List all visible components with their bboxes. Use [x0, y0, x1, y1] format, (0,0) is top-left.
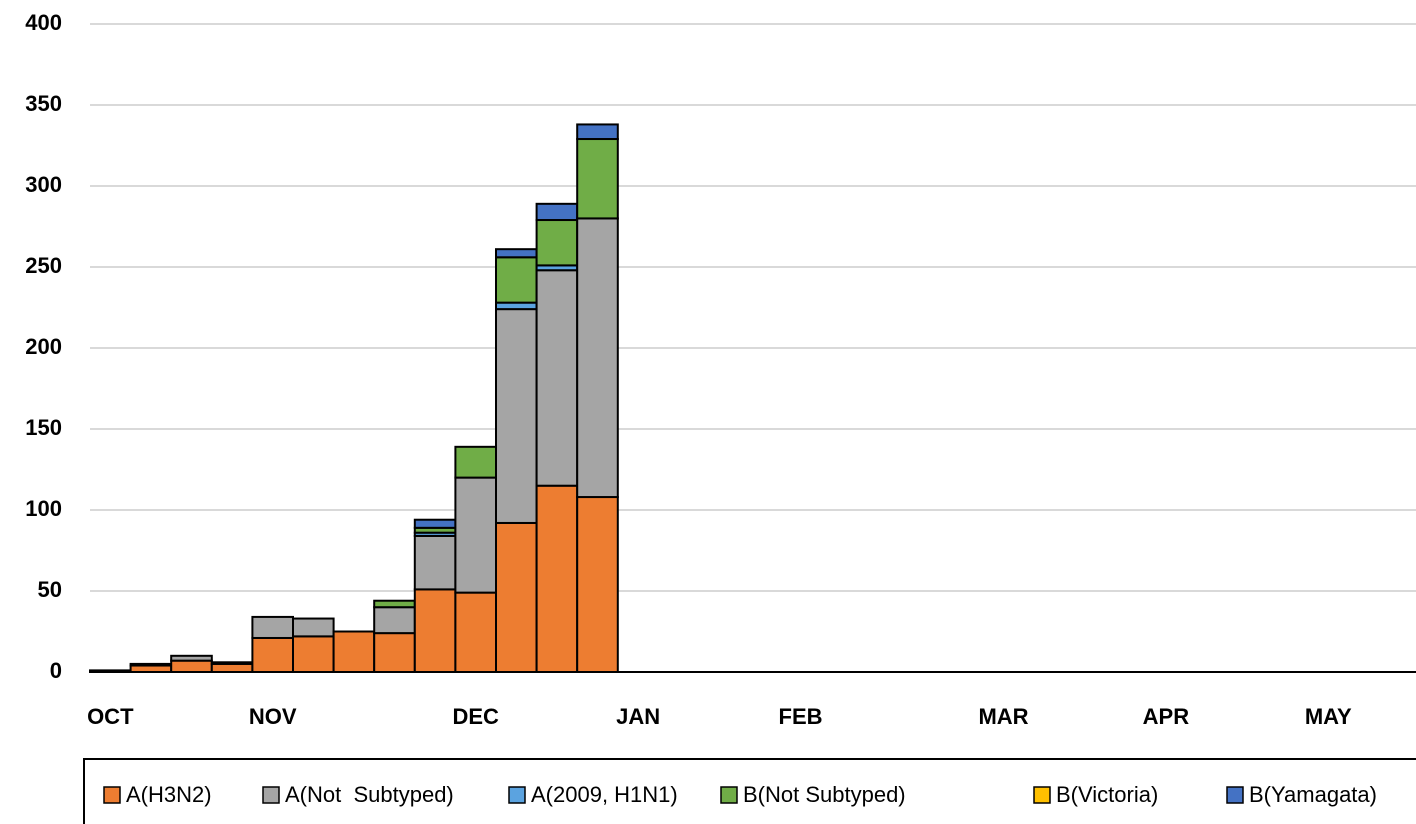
x-tick-label: NOV: [249, 704, 297, 729]
bar-segment: [251, 636, 294, 673]
y-tick-label: 250: [25, 253, 62, 278]
bar-segment: [251, 615, 294, 639]
y-tick-label: 150: [25, 415, 62, 440]
bar-segment: [576, 217, 619, 499]
legend-box: [83, 758, 1416, 824]
bar-segment: [373, 632, 416, 673]
bar-segment: [495, 248, 538, 259]
bar-segment: [210, 661, 254, 665]
bar-segment: [454, 591, 497, 673]
bar-segment: [129, 662, 173, 667]
bar-segment: [535, 484, 579, 674]
x-tick-label: MAY: [1305, 704, 1352, 729]
bar-segment: [576, 496, 619, 674]
bar-segment: [210, 662, 254, 674]
bar-segment: [413, 518, 457, 529]
bar-segment: [535, 269, 579, 487]
bar-segment: [495, 521, 538, 674]
legend-swatch: [508, 786, 526, 804]
legend-label: B(Not Subtyped): [743, 782, 906, 807]
bar-segment: [495, 256, 538, 304]
y-tick-label: 200: [25, 334, 62, 359]
bar-segment: [576, 138, 619, 220]
bar-segment: [535, 202, 579, 222]
legend-label: A(H3N2): [126, 782, 212, 807]
bar-segment: [292, 617, 335, 638]
bar-segment: [170, 659, 213, 673]
bar-segment: [373, 599, 416, 609]
legend-label: B(Yamagata): [1249, 782, 1377, 807]
legend-swatch: [262, 786, 280, 804]
legend-label: B(Victoria): [1056, 782, 1158, 807]
x-tick-label: OCT: [87, 704, 134, 729]
bar-segment: [495, 308, 538, 524]
y-tick-label: 300: [25, 172, 62, 197]
bar-segment: [413, 534, 457, 591]
bar-segment: [413, 588, 457, 674]
bar-segment: [332, 630, 376, 673]
y-tick-label: 50: [38, 577, 62, 602]
bar-segment: [535, 219, 579, 267]
bar-segment: [373, 606, 416, 635]
legend-label: A(Not Subtyped): [285, 782, 454, 807]
bar-segment: [454, 445, 497, 479]
bar-segment: [576, 123, 619, 141]
x-tick-label: JAN: [616, 704, 660, 729]
bar-segment: [170, 654, 213, 662]
y-tick-label: 350: [25, 91, 62, 116]
x-tick-label: APR: [1143, 704, 1190, 729]
y-tick-label: 100: [25, 496, 62, 521]
x-tick-label: FEB: [779, 704, 823, 729]
y-tick-label: 0: [50, 658, 62, 683]
legend-swatch: [720, 786, 738, 804]
legend-label: A(2009, H1N1): [531, 782, 678, 807]
x-tick-label: MAR: [978, 704, 1028, 729]
legend-swatch: [1226, 786, 1244, 804]
y-tick-label: 400: [25, 10, 62, 35]
bar-segment: [292, 635, 335, 673]
bar-segment: [454, 476, 497, 594]
legend-swatch: [103, 786, 121, 804]
x-tick-label: DEC: [452, 704, 499, 729]
legend-swatch: [1033, 786, 1051, 804]
